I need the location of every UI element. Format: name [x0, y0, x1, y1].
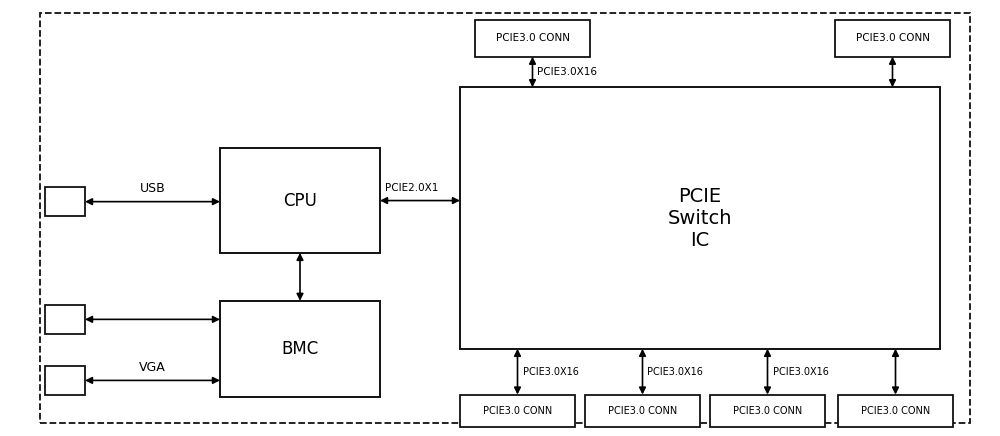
Text: PCIE3.0X16: PCIE3.0X16: [538, 67, 598, 77]
Text: PCIE3.0 CONN: PCIE3.0 CONN: [483, 406, 552, 416]
Text: VGA: VGA: [139, 361, 166, 374]
Text: USB: USB: [140, 182, 165, 195]
Text: PCIE3.0 CONN: PCIE3.0 CONN: [856, 33, 930, 43]
Bar: [45, 305, 85, 334]
Text: PCIE3.0 CONN: PCIE3.0 CONN: [861, 406, 930, 416]
Text: PCIE2.0X1: PCIE2.0X1: [385, 184, 438, 193]
Bar: [838, 395, 953, 427]
Text: BMC: BMC: [281, 340, 319, 358]
Text: PCIE3.0 CONN: PCIE3.0 CONN: [608, 406, 677, 416]
Text: PCIE3.0X16: PCIE3.0X16: [523, 367, 578, 377]
Bar: [475, 20, 590, 57]
Text: CPU: CPU: [283, 191, 317, 210]
Text: PCIE3.0 CONN: PCIE3.0 CONN: [496, 33, 570, 43]
Bar: [835, 20, 950, 57]
Bar: [45, 366, 85, 395]
Bar: [710, 395, 825, 427]
Bar: [220, 148, 380, 253]
Bar: [460, 87, 940, 349]
Bar: [585, 395, 700, 427]
Text: PCIE3.0X16: PCIE3.0X16: [772, 367, 828, 377]
Bar: [45, 187, 85, 216]
Text: PCIE3.0 CONN: PCIE3.0 CONN: [733, 406, 802, 416]
Bar: [460, 395, 575, 427]
Text: PCIE3.0X16: PCIE3.0X16: [648, 367, 703, 377]
Bar: [220, 301, 380, 397]
Text: PCIE
Switch
IC: PCIE Switch IC: [668, 187, 732, 249]
